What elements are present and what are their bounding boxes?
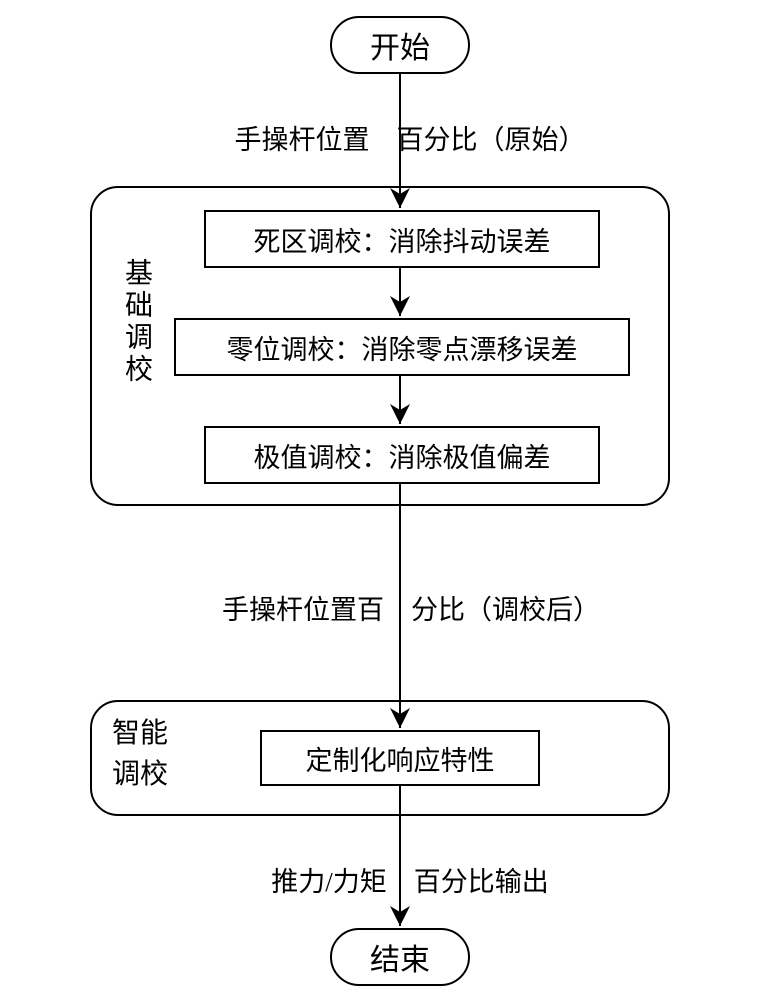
vlabel-basic: 基础调校: [116, 258, 156, 386]
vlabel-basic-text: 基础调校: [121, 258, 152, 386]
box-zero-text: 零位调校：消除零点漂移误差: [227, 328, 578, 367]
end-node: 结束: [330, 928, 470, 986]
box-deadzone: 死区调校：消除抖动误差: [204, 210, 600, 268]
edge-label-raw-text: 手操杆位置 百分比（原始）: [235, 125, 586, 155]
edge-label-calibrated-text: 手操杆位置百 分比（调校后）: [222, 595, 600, 625]
vlabel-smart: 智能调校: [112, 714, 168, 795]
edge-label-raw: 手操杆位置 百分比（原始）: [210, 118, 610, 157]
vlabel-smart-text: 智能调校: [112, 718, 168, 790]
edge-label-output-text: 推力/力矩 百分比输出: [271, 867, 549, 897]
box-extreme: 极值调校：消除极值偏差: [204, 426, 600, 484]
box-zero: 零位调校：消除零点漂移误差: [174, 318, 630, 376]
box-custom-response: 定制化响应特性: [260, 730, 540, 786]
end-text: 结束: [370, 935, 430, 979]
start-text: 开始: [370, 23, 430, 67]
box-custom-text: 定制化响应特性: [306, 739, 495, 778]
edge-label-output: 推力/力矩 百分比输出: [230, 860, 590, 899]
start-node: 开始: [330, 16, 470, 74]
edge-label-calibrated: 手操杆位置百 分比（调校后）: [196, 588, 626, 627]
box-extreme-text: 极值调校：消除极值偏差: [254, 436, 551, 475]
box-deadzone-text: 死区调校：消除抖动误差: [254, 220, 551, 259]
